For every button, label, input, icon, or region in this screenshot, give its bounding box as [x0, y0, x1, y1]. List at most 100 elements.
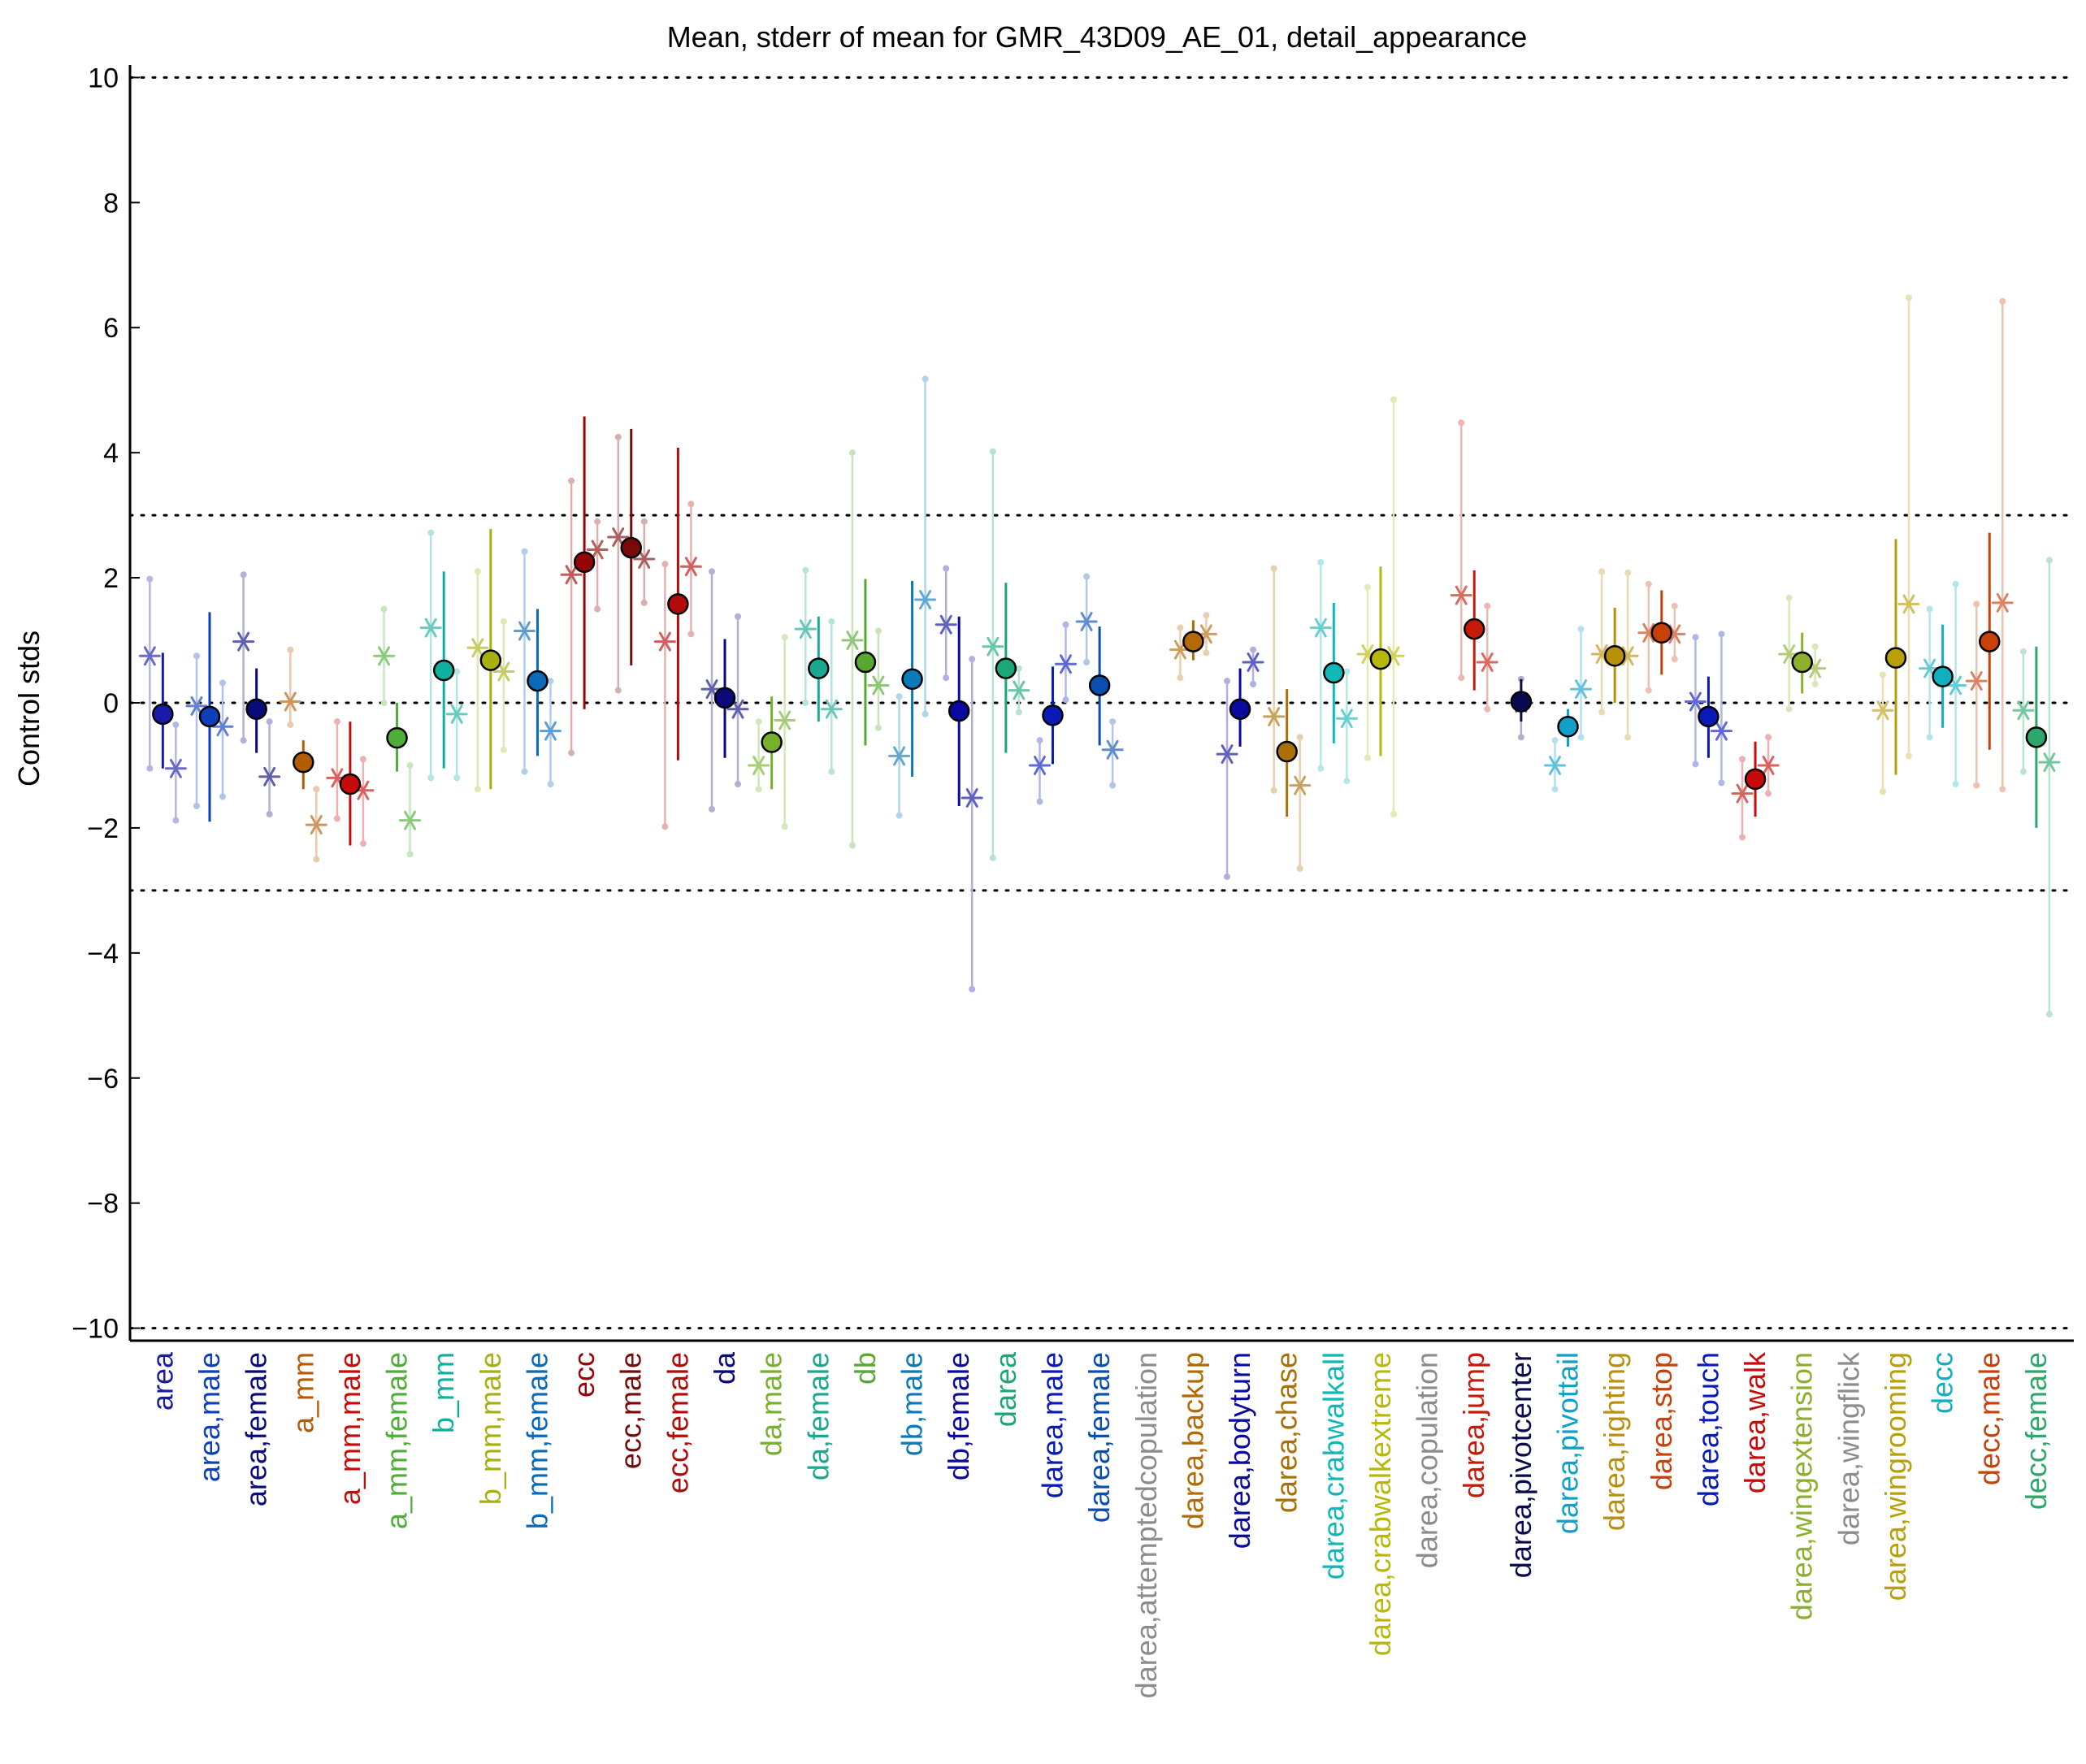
errorbar-end-dot [193, 652, 200, 660]
errorbar-end-dot [1765, 734, 1772, 741]
asterisk-marker [164, 758, 187, 778]
errorbar-end-dot [313, 856, 320, 863]
errorbar-end-dot [1296, 865, 1303, 872]
errorbar-end-dot [1015, 665, 1022, 672]
category-group [1263, 565, 1312, 872]
asterisk-marker [232, 631, 255, 652]
mean-point [1323, 661, 1345, 684]
y-tick-label: −6 [87, 1064, 119, 1094]
errorbar-end-dot [1083, 658, 1091, 665]
mean-point [1369, 648, 1392, 670]
asterisk-stroke [2017, 700, 2030, 721]
category-group [1778, 594, 1827, 713]
asterisk-marker [1335, 709, 1358, 729]
x-category-label: darea,pivotcenter [1504, 1352, 1537, 1578]
errorbar-end-dot [1645, 687, 1652, 694]
asterisk-stroke [1314, 618, 1327, 638]
asterisk-marker [914, 590, 937, 609]
asterisk-marker [2038, 752, 2061, 773]
errorbar-end-dot [1177, 674, 1184, 682]
errorbar-end-dot [1785, 594, 1793, 601]
x-category-label: darea,attemptedcopulation [1130, 1352, 1163, 1698]
category-group [138, 575, 187, 824]
errorbar-end-dot [1952, 781, 1959, 788]
errorbar-end-dot [614, 687, 622, 694]
category-group [653, 448, 702, 830]
x-category-label: darea,walk [1738, 1351, 1772, 1493]
errorbar-end-dot [1343, 778, 1351, 785]
errorbar-end-dot [547, 678, 554, 685]
errorbar-end-dot [500, 746, 507, 753]
category-group [935, 565, 983, 993]
y-tick-label: 4 [103, 438, 119, 469]
asterisk-marker [1871, 700, 1894, 721]
errorbar-end-dot [1973, 600, 1980, 608]
errorbar-end-dot [1062, 621, 1069, 628]
x-category-label: ecc,female [661, 1352, 694, 1493]
errorbar-end-dot [1999, 786, 2006, 793]
asterisk-marker [373, 646, 396, 666]
asterisk-marker [1028, 756, 1051, 775]
x-category-label: ecc,male [614, 1352, 648, 1469]
errorbar-end-dot [1109, 782, 1117, 789]
errorbar-end-dot [1879, 671, 1886, 678]
errorbar-end-dot [1952, 580, 1959, 587]
errorbar-end-dot [474, 786, 481, 793]
asterisk-marker [1263, 706, 1286, 726]
mean-point [245, 698, 267, 720]
reference-lines [128, 76, 2075, 1330]
asterisk-stroke [1783, 644, 1796, 664]
x-category-label: decc [1926, 1352, 1959, 1414]
errorbar-end-dot [1036, 737, 1043, 744]
errorbar-end-dot [547, 781, 554, 788]
asterisk-stroke [987, 636, 1000, 657]
mean-point [1182, 631, 1204, 652]
errorbar-end-dot [1577, 734, 1585, 741]
errorbar-end-dot [614, 433, 622, 440]
asterisk-stroke [638, 549, 651, 569]
errorbar-end-dot [989, 448, 996, 455]
asterisk-marker [935, 614, 957, 635]
errorbar-end-dot [896, 812, 903, 819]
errorbar-end-dot [1926, 605, 1933, 613]
errorbar-end-dot [1739, 834, 1746, 841]
asterisk-stroke [1481, 652, 1494, 672]
errorbar-end-dot [687, 631, 695, 638]
asterisk-marker [138, 646, 161, 666]
asterisk-stroke [872, 675, 885, 696]
asterisk-stroke [1809, 658, 1822, 678]
asterisk-stroke [684, 557, 697, 577]
errorbar-end-dot [1517, 734, 1524, 741]
mean-point [479, 649, 502, 671]
errorbar-end-dot [406, 851, 414, 858]
asterisk-stroke [799, 619, 812, 639]
category-group [1544, 626, 1593, 793]
errorbar-end-dot [1270, 787, 1277, 794]
errorbar-end-dot [359, 756, 366, 763]
asterisk-marker [1991, 592, 2014, 613]
errorbar-end-dot [1224, 678, 1231, 685]
asterisk-stroke [1221, 744, 1234, 765]
asterisk-stroke [658, 631, 671, 652]
category-group [232, 571, 281, 817]
errorbar-end-dot [1551, 786, 1559, 793]
y-tick-label: 0 [103, 688, 119, 719]
errorbar-end-dot [380, 605, 388, 613]
asterisk-stroke [1575, 679, 1588, 700]
errorbar-end-dot [1250, 646, 1257, 653]
errorbar-end-dot [1083, 573, 1091, 580]
category-group [466, 529, 515, 793]
category-group [607, 428, 656, 694]
category-group [1510, 675, 1533, 741]
x-category-label: darea,righting [1598, 1352, 1631, 1531]
category-group [1590, 568, 1639, 741]
errorbar-end-dot [380, 700, 388, 706]
category-group [1684, 631, 1733, 787]
errorbar-end-dot [1598, 709, 1606, 716]
errorbar-end-dot [1177, 624, 1184, 631]
errorbar-end-dot [781, 634, 788, 641]
errorbar-end-dot [1598, 568, 1606, 575]
errorbar-end-dot [313, 786, 320, 793]
errorbar-end-dot [922, 710, 929, 717]
asterisk-marker [2012, 700, 2035, 721]
